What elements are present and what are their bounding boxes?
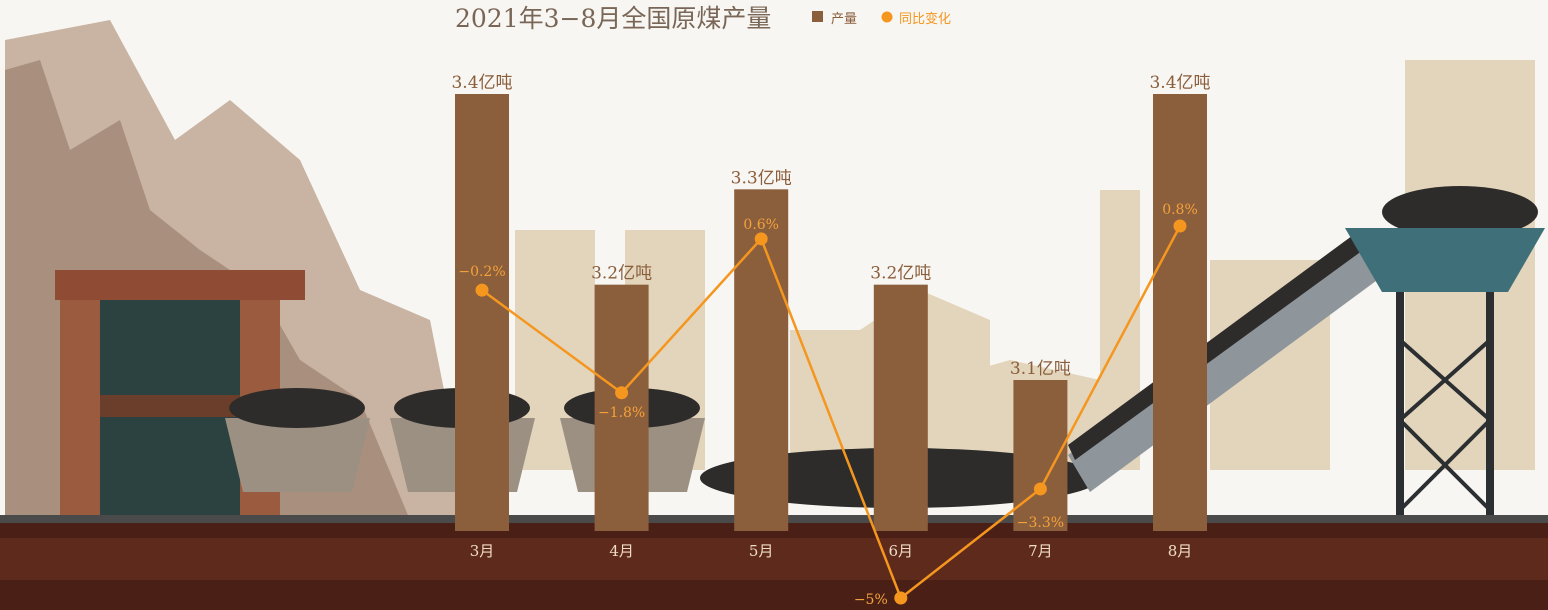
bar-value-label-2: 3.3亿吨 <box>731 168 792 188</box>
x-axis-ticks: 3月 4月 5月 6月 7月 8月 <box>470 542 1193 560</box>
bar-series: 3.4亿吨 3.2亿吨 3.3亿吨 3.2亿吨 3.1亿吨 3.4亿吨 <box>451 73 1211 532</box>
x-tick-label-3: 6月 <box>889 542 914 560</box>
legend-line-label: 同比变化 <box>899 11 951 27</box>
bar-2 <box>734 189 789 532</box>
line-value-label-0: −0.2% <box>458 264 505 280</box>
bar-3 <box>873 284 928 531</box>
line-value-label-1: −1.8% <box>598 405 645 421</box>
line-point-1 <box>615 386 629 400</box>
line-point-2 <box>754 232 768 246</box>
bar-value-label-1: 3.2亿吨 <box>591 264 652 284</box>
bar-value-label-5: 3.4亿吨 <box>1149 73 1210 93</box>
line-point-3 <box>894 591 908 605</box>
legend-line-swatch <box>881 11 893 23</box>
legend-bar-label: 产量 <box>831 12 857 27</box>
legend-bar-swatch <box>812 11 823 22</box>
line-point-5 <box>1173 219 1187 233</box>
bar-value-label-4: 3.1亿吨 <box>1010 359 1071 379</box>
bar-5 <box>1153 94 1207 531</box>
bar-value-label-3: 3.2亿吨 <box>870 264 931 284</box>
line-series: −0.2% −1.8% 0.6% −5% −3.3% 0.8% <box>458 202 1197 608</box>
x-tick-label-5: 8月 <box>1168 542 1193 560</box>
bar-value-label-0: 3.4亿吨 <box>451 73 512 93</box>
x-tick-label-2: 5月 <box>749 542 774 560</box>
line-point-0 <box>475 283 489 297</box>
line-value-label-5: 0.8% <box>1162 202 1198 218</box>
legend: 产量 同比变化 <box>812 11 951 27</box>
chart-title: 2021年3−8月全国原煤产量 <box>455 4 771 33</box>
line-value-label-3: −5% <box>854 592 888 608</box>
x-tick-label-0: 3月 <box>470 542 495 560</box>
bar-1 <box>594 284 649 531</box>
line-value-label-4: −3.3% <box>1017 515 1064 531</box>
bar-0 <box>455 94 509 531</box>
x-tick-label-4: 7月 <box>1028 542 1053 560</box>
line-value-label-2: 0.6% <box>743 217 779 233</box>
line-point-4 <box>1033 482 1047 496</box>
line-path <box>481 225 1182 601</box>
x-tick-label-1: 4月 <box>609 542 634 560</box>
